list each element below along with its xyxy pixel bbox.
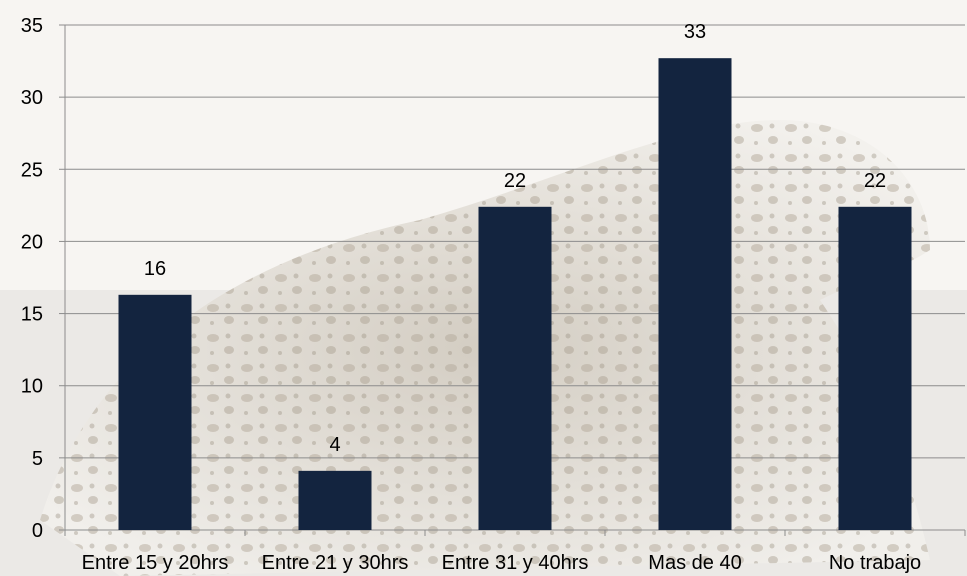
y-tick-label: 0 bbox=[32, 520, 43, 542]
y-tick-label: 30 bbox=[21, 87, 43, 109]
x-category-label: Entre 15 y 20hrs bbox=[82, 552, 229, 574]
data-label: 22 bbox=[504, 170, 526, 192]
y-tick-label: 5 bbox=[32, 448, 43, 470]
bar bbox=[299, 471, 372, 530]
y-tick-label: 15 bbox=[21, 304, 43, 326]
x-category-label: No trabajo bbox=[829, 552, 921, 574]
bar bbox=[839, 207, 912, 530]
bar bbox=[659, 58, 732, 530]
y-tick-label: 20 bbox=[21, 231, 43, 253]
x-category-label: Entre 31 y 40hrs bbox=[442, 552, 589, 574]
x-category-label: Entre 21 y 30hrs bbox=[262, 552, 409, 574]
bars bbox=[119, 58, 912, 530]
data-label: 16 bbox=[144, 258, 166, 280]
bar bbox=[479, 207, 552, 530]
y-tick-label: 10 bbox=[21, 376, 43, 398]
bar bbox=[119, 295, 192, 530]
y-tick-label: 25 bbox=[21, 159, 43, 181]
x-category-label: Mas de 40 bbox=[648, 552, 741, 574]
data-label: 4 bbox=[329, 434, 340, 456]
y-tick-label: 35 bbox=[21, 15, 43, 37]
data-label: 22 bbox=[864, 170, 886, 192]
data-label: 33 bbox=[684, 21, 706, 43]
